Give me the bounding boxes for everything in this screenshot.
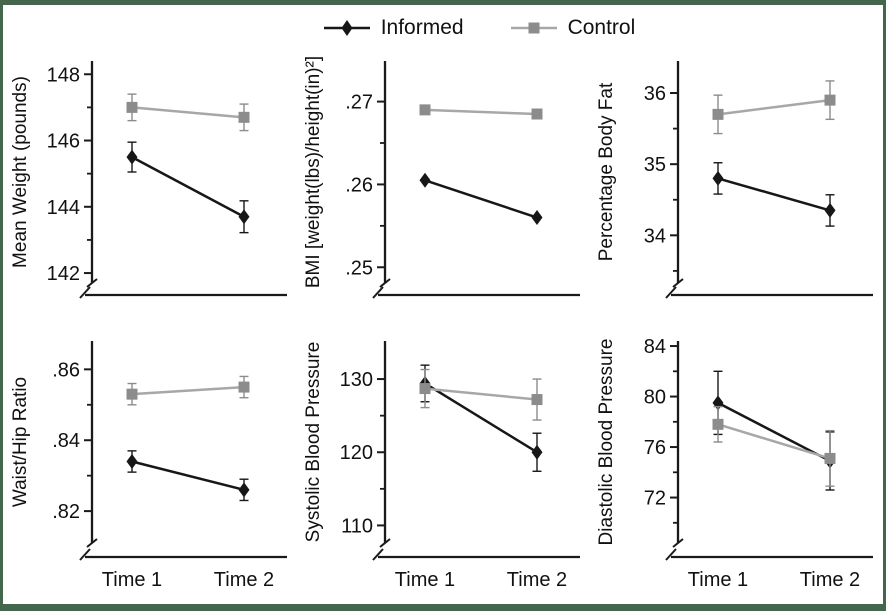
svg-text:76: 76 xyxy=(644,437,666,459)
svg-text:72: 72 xyxy=(644,488,666,510)
svg-text:BMI [weight(lbs)/height(in)²]: BMI [weight(lbs)/height(in)²] xyxy=(303,56,324,288)
legend-item-control: Control xyxy=(510,16,636,40)
svg-text:110: 110 xyxy=(341,515,373,537)
svg-text:84: 84 xyxy=(644,336,666,358)
svg-text:Time 2: Time 2 xyxy=(213,569,273,591)
informed-diamond-marker-icon xyxy=(323,19,371,37)
svg-text:144: 144 xyxy=(46,197,79,219)
control-square-marker-icon xyxy=(510,19,558,37)
svg-text:.25: .25 xyxy=(345,257,373,279)
svg-text:Time 1: Time 1 xyxy=(688,569,748,591)
legend-label-control: Control xyxy=(567,16,636,39)
svg-text:Time 1: Time 1 xyxy=(101,569,161,591)
svg-text:.82: .82 xyxy=(52,501,80,523)
svg-text:Time 1: Time 1 xyxy=(395,569,455,591)
svg-text:146: 146 xyxy=(46,131,79,153)
svg-text:.26: .26 xyxy=(345,174,373,196)
legend-item-informed: Informed xyxy=(323,16,464,40)
svg-text:35: 35 xyxy=(644,154,666,176)
panel-systolic-bp: 130 120 110 Systolic Blood Pressure Time 1 Ti… xyxy=(303,341,580,591)
panel-mean-weight: 148 146 144 142 Mean Weight (pounds) xyxy=(10,61,287,299)
svg-text:.84: .84 xyxy=(52,430,80,452)
svg-text:.27: .27 xyxy=(345,92,373,114)
svg-text:Time 2: Time 2 xyxy=(800,569,860,591)
svg-text:Diastolic Blood Pressure: Diastolic Blood Pressure xyxy=(596,339,617,546)
svg-text:.86: .86 xyxy=(52,359,80,381)
legend: Informed Control xyxy=(3,9,883,47)
svg-text:130: 130 xyxy=(340,369,373,391)
svg-text:148: 148 xyxy=(46,64,79,86)
svg-text:36: 36 xyxy=(644,83,666,105)
svg-text:80: 80 xyxy=(644,387,666,409)
panel-body-fat: 36 35 34 Percentage Body Fat xyxy=(596,61,874,299)
svg-text:142: 142 xyxy=(46,263,79,285)
svg-text:Percentage Body Fat: Percentage Body Fat xyxy=(596,82,617,261)
legend-label-informed: Informed xyxy=(380,16,464,39)
svg-text:34: 34 xyxy=(644,225,666,247)
svg-text:120: 120 xyxy=(340,442,373,464)
svg-text:Waist/Hip Ratio: Waist/Hip Ratio xyxy=(10,377,31,507)
charts-grid: 148 146 144 142 Mean Weight (pounds) .27 .26.… xyxy=(3,47,883,599)
svg-text:Mean Weight (pounds): Mean Weight (pounds) xyxy=(10,76,31,268)
panel-bmi: .27 .26 .25 BMI [weight(lbs)/height(in)²] xyxy=(303,56,580,299)
panel-diastolic-bp: 84 80 76 72 Diastolic Blood Pressure Time 1 Ti… xyxy=(596,336,874,591)
svg-text:Time 2: Time 2 xyxy=(507,569,567,591)
panel-waist-hip-ratio: .86 .84 .82 Waist/Hip Ratio Time 1 Time 2 xyxy=(10,341,287,591)
svg-text:Systolic Blood Pressure: Systolic Blood Pressure xyxy=(303,342,324,543)
